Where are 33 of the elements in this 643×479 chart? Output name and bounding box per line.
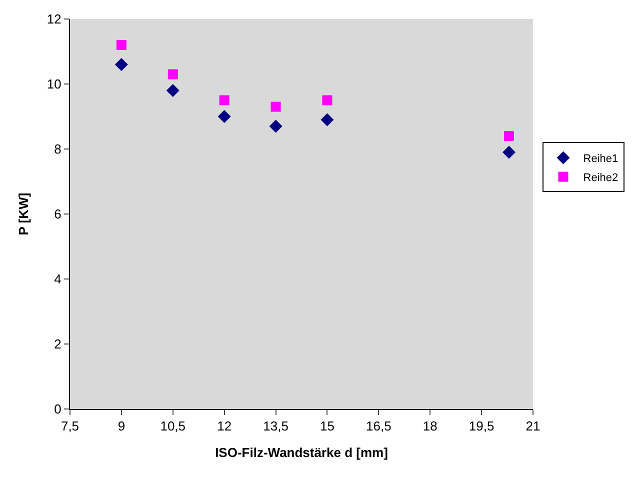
point bbox=[116, 40, 126, 50]
point bbox=[502, 146, 516, 159]
y-tick-label: 6 bbox=[54, 206, 62, 222]
y-tick-label: 10 bbox=[46, 76, 62, 92]
point bbox=[168, 69, 178, 80]
point bbox=[269, 120, 282, 133]
point bbox=[218, 110, 231, 123]
point bbox=[166, 84, 180, 97]
x-tick-label: 19,5 bbox=[468, 418, 494, 434]
x-axis-title: ISO-Filz-Wandstärke d [mm] bbox=[215, 445, 388, 460]
y-tick-label: 0 bbox=[54, 402, 62, 417]
x-tick-label: 10,5 bbox=[160, 418, 186, 434]
point bbox=[504, 131, 514, 141]
legend-label: Reihe2 bbox=[583, 172, 618, 184]
y-tick-label: 8 bbox=[54, 142, 62, 157]
x-tick-label: 12 bbox=[217, 418, 232, 434]
legend-label: Reihe1 bbox=[583, 152, 618, 165]
y-tick-label: 4 bbox=[54, 272, 62, 287]
point bbox=[114, 58, 128, 71]
x-tick-label: 16,5 bbox=[366, 418, 392, 434]
point bbox=[270, 102, 281, 112]
x-tick-label: 13,5 bbox=[263, 418, 288, 434]
x-tick-label: 7,5 bbox=[60, 418, 80, 434]
point bbox=[219, 95, 230, 106]
x-tick-label: 15 bbox=[320, 418, 334, 434]
y-tick-label: 12 bbox=[46, 12, 62, 27]
x-tick-label: 21 bbox=[526, 418, 540, 434]
y-axis-title: P [KW] bbox=[16, 192, 31, 236]
point bbox=[320, 113, 334, 126]
y-tick-label: 2 bbox=[54, 336, 62, 352]
point bbox=[322, 95, 332, 106]
x-tick-label: 18 bbox=[422, 418, 438, 434]
x-tick-label: 9 bbox=[118, 418, 126, 434]
